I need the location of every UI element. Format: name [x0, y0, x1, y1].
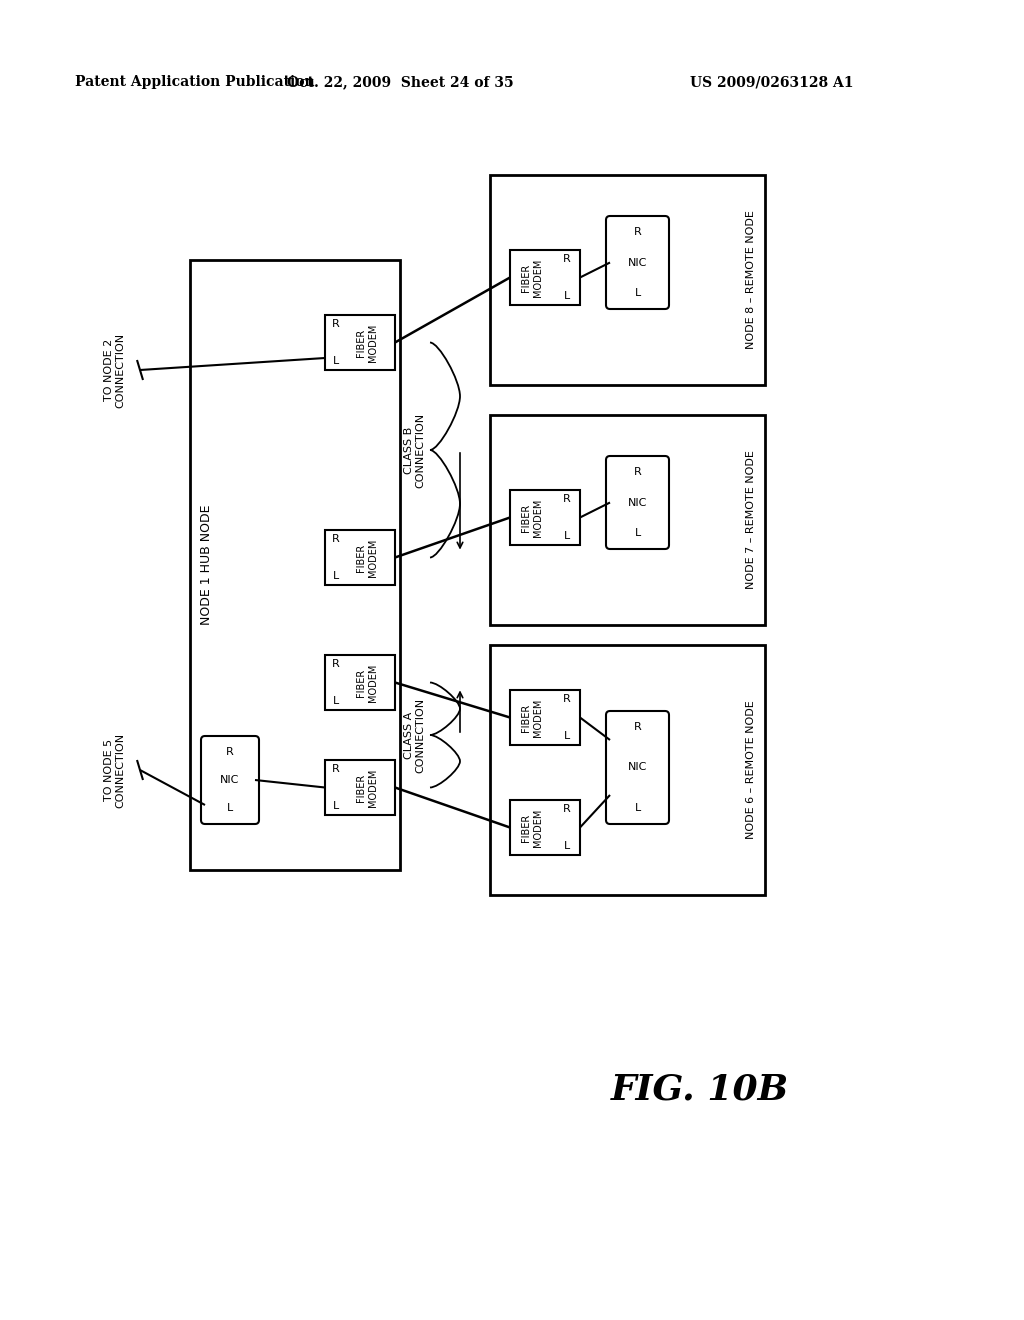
Text: L: L [564, 841, 570, 851]
Text: L: L [635, 528, 641, 539]
Bar [490, 176, 765, 385]
Text: L: L [635, 803, 641, 813]
Bar [190, 260, 400, 870]
Text: L: L [333, 356, 339, 366]
Text: CLASS B
CONNECTION: CLASS B CONNECTION [404, 412, 426, 487]
Bar [510, 249, 580, 305]
Text: R: R [332, 535, 340, 544]
Text: FIBER
MODEM: FIBER MODEM [521, 259, 543, 297]
Text: L: L [635, 288, 641, 298]
Text: L: L [227, 803, 233, 813]
FancyBboxPatch shape [606, 455, 669, 549]
Bar [510, 490, 580, 545]
Text: R: R [226, 747, 233, 756]
Text: L: L [333, 696, 339, 706]
Text: NODE 7 – REMOTE NODE: NODE 7 – REMOTE NODE [746, 450, 756, 590]
Bar [325, 531, 395, 585]
Text: Oct. 22, 2009  Sheet 24 of 35: Oct. 22, 2009 Sheet 24 of 35 [287, 75, 513, 88]
Text: R: R [634, 227, 641, 238]
Text: FIBER
MODEM: FIBER MODEM [356, 539, 378, 577]
Text: FIBER
MODEM: FIBER MODEM [521, 808, 543, 846]
Text: R: R [563, 694, 570, 704]
Text: R: R [332, 764, 340, 774]
Text: L: L [564, 290, 570, 301]
Bar [510, 690, 580, 744]
FancyBboxPatch shape [201, 737, 259, 824]
Text: R: R [332, 659, 340, 669]
Text: FIBER
MODEM: FIBER MODEM [356, 323, 378, 362]
Bar [325, 655, 395, 710]
Text: R: R [563, 494, 570, 504]
Bar [490, 414, 765, 624]
Text: FIBER
MODEM: FIBER MODEM [521, 698, 543, 737]
Bar [325, 315, 395, 370]
Text: NODE 1 HUB NODE: NODE 1 HUB NODE [200, 504, 213, 626]
Bar [325, 760, 395, 814]
Text: R: R [634, 722, 641, 733]
FancyBboxPatch shape [606, 216, 669, 309]
Text: R: R [563, 253, 570, 264]
Text: FIBER
MODEM: FIBER MODEM [356, 664, 378, 702]
Text: TO NODE 2
CONNECTION: TO NODE 2 CONNECTION [104, 333, 126, 408]
Text: NIC: NIC [220, 775, 240, 785]
Bar [510, 800, 580, 855]
Bar [490, 645, 765, 895]
Text: NIC: NIC [628, 498, 647, 507]
Text: R: R [332, 319, 340, 329]
Text: US 2009/0263128 A1: US 2009/0263128 A1 [690, 75, 853, 88]
Text: FIBER
MODEM: FIBER MODEM [356, 768, 378, 807]
Text: NIC: NIC [628, 763, 647, 772]
Text: NIC: NIC [628, 257, 647, 268]
Text: L: L [564, 531, 570, 541]
Text: FIBER
MODEM: FIBER MODEM [521, 499, 543, 537]
Text: NODE 6 – REMOTE NODE: NODE 6 – REMOTE NODE [746, 701, 756, 840]
Text: Patent Application Publication: Patent Application Publication [75, 75, 314, 88]
Text: L: L [333, 801, 339, 810]
Text: NODE 8 – REMOTE NODE: NODE 8 – REMOTE NODE [746, 211, 756, 350]
Text: FIG. 10B: FIG. 10B [611, 1073, 790, 1107]
Text: TO NODE 5
CONNECTION: TO NODE 5 CONNECTION [104, 733, 126, 808]
Text: R: R [563, 804, 570, 814]
FancyBboxPatch shape [606, 711, 669, 824]
Text: R: R [634, 467, 641, 477]
Text: L: L [564, 731, 570, 741]
Text: L: L [333, 572, 339, 581]
Text: CLASS A
CONNECTION: CLASS A CONNECTION [404, 697, 426, 772]
